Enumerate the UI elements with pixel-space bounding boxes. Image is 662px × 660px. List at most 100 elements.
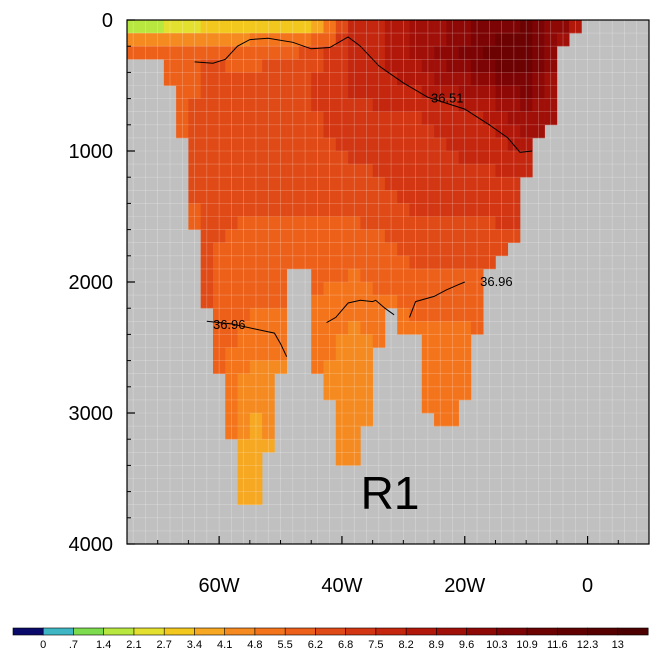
- heatmap-cell: [262, 216, 275, 230]
- heatmap-cell: [421, 308, 435, 322]
- heatmap-cell: [360, 177, 373, 191]
- heatmap-cell: [200, 216, 214, 230]
- heatmap-cell: [544, 59, 558, 73]
- heatmap-cell: [274, 360, 287, 374]
- heatmap-cell: [212, 137, 226, 152]
- heatmap-cell: [446, 59, 459, 73]
- heatmap-cell: [163, 59, 177, 73]
- heatmap-cell: [335, 321, 349, 335]
- colorbar-label: 1.4: [96, 639, 111, 651]
- colorbar-label: 6.2: [308, 639, 323, 651]
- heatmap-cell: [176, 111, 189, 126]
- heatmap-cell: [249, 413, 263, 427]
- heatmap-cell: [262, 124, 275, 139]
- heatmap-cell: [335, 268, 349, 283]
- contour-label: 36.51: [431, 91, 464, 106]
- heatmap-cell: [188, 216, 201, 230]
- heatmap-cell: [397, 229, 410, 243]
- colorbar-label: .7: [69, 639, 78, 651]
- heatmap-cell: [249, 334, 263, 348]
- heatmap-cell: [532, 124, 545, 139]
- heatmap-cell: [323, 124, 337, 139]
- heatmap-cell: [372, 164, 386, 178]
- heatmap-cell: [212, 111, 226, 126]
- heatmap-cell: [532, 59, 545, 73]
- heatmap-cell: [384, 98, 398, 112]
- heatmap-cell: [176, 72, 189, 86]
- heatmap-cell: [274, 216, 287, 230]
- colorbar-swatch: [526, 627, 558, 636]
- heatmap-cell: [237, 426, 251, 440]
- heatmap-cell: [434, 20, 447, 34]
- heatmap-cell: [360, 321, 373, 335]
- heatmap-cell: [274, 177, 287, 191]
- heatmap-cell: [212, 242, 226, 257]
- heatmap-cell: [384, 33, 398, 47]
- heatmap-cell: [421, 373, 435, 388]
- heatmap-cell: [286, 72, 300, 86]
- heatmap-cell: [384, 282, 398, 296]
- colorbar-label: 10.3: [486, 639, 507, 651]
- colorbar-swatch: [73, 627, 105, 636]
- heatmap-cell: [212, 20, 226, 34]
- heatmap-cell: [348, 413, 361, 427]
- heatmap-cell: [249, 308, 263, 322]
- heatmap-cell: [470, 255, 484, 270]
- heatmap-cell: [225, 373, 238, 388]
- heatmap-cell: [532, 20, 545, 34]
- heatmap-cell: [409, 164, 423, 178]
- heatmap-cell: [470, 46, 484, 60]
- contour-label: 36.96: [480, 274, 513, 289]
- heatmap-cell: [397, 98, 410, 112]
- heatmap-cell: [397, 59, 410, 73]
- heatmap-cell: [237, 255, 251, 270]
- heatmap-cell: [212, 203, 226, 217]
- heatmap-cell: [249, 190, 263, 204]
- heatmap-cell: [470, 190, 484, 204]
- heatmap-cell: [274, 282, 287, 296]
- heatmap-cell: [360, 33, 373, 47]
- heatmap-cell: [249, 137, 263, 152]
- heatmap-cell: [421, 59, 435, 73]
- heatmap-cell: [384, 255, 398, 270]
- heatmap-cell: [446, 137, 459, 152]
- heatmap-cell: [360, 124, 373, 139]
- heatmap-cell: [397, 242, 410, 257]
- heatmap-cell: [532, 33, 545, 47]
- heatmap-cell: [274, 124, 287, 139]
- heatmap-cell: [409, 46, 423, 60]
- heatmap-cell: [200, 190, 214, 204]
- colorbar-swatch: [496, 627, 528, 636]
- heatmap-cell: [397, 255, 410, 270]
- heatmap-cell: [434, 373, 447, 388]
- heatmap-cell: [520, 46, 533, 60]
- heatmap-cell: [348, 255, 361, 270]
- heatmap-cell: [323, 137, 337, 152]
- heatmap-cell: [274, 268, 287, 283]
- heatmap-cell: [286, 46, 300, 60]
- heatmap-cell: [495, 229, 509, 243]
- heatmap-cell: [323, 229, 337, 243]
- heatmap-cell: [397, 111, 410, 126]
- heatmap-cell: [225, 347, 238, 361]
- heatmap-cell: [274, 151, 287, 165]
- heatmap-cell: [495, 59, 509, 73]
- heatmap-cell: [409, 255, 423, 270]
- heatmap-cell: [421, 242, 435, 257]
- contour-line: [194, 36, 533, 153]
- heatmap-cell: [520, 164, 533, 178]
- heatmap-cell: [163, 33, 177, 47]
- heatmap-cell: [483, 33, 496, 47]
- heatmap-cell: [421, 98, 435, 112]
- heatmap-cell: [458, 137, 472, 152]
- heatmap-cell: [360, 399, 373, 414]
- heatmap-cell: [323, 360, 337, 374]
- heatmap-cell: [348, 360, 361, 374]
- heatmap-cell: [470, 177, 484, 191]
- heatmap-cell: [286, 203, 300, 217]
- heatmap-cell: [335, 216, 349, 230]
- heatmap-cell: [434, 229, 447, 243]
- heatmap-cell: [446, 111, 459, 126]
- heatmap-cell: [237, 491, 251, 505]
- heatmap-cell: [434, 46, 447, 60]
